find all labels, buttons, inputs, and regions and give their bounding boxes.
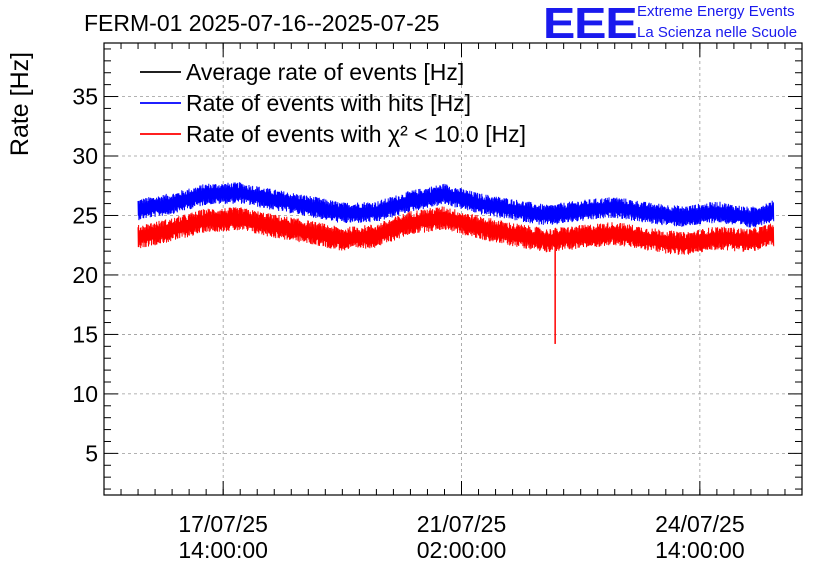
logo-line-1: Extreme Energy Events bbox=[637, 3, 795, 20]
y-axis-label: Rate [Hz] bbox=[6, 52, 34, 156]
y-tick-label: 5 bbox=[85, 440, 98, 466]
chart-title: FERM-01 2025-07-16--2025-07-25 bbox=[84, 10, 440, 36]
eee-logo: EEE bbox=[543, 0, 638, 48]
series-line-1 bbox=[137, 182, 775, 228]
x-tick-label-date: 21/07/25 bbox=[417, 511, 507, 537]
y-tick-label: 30 bbox=[72, 143, 98, 169]
x-tick-label-time: 14:00:00 bbox=[178, 537, 268, 563]
x-tick-label-date: 17/07/25 bbox=[178, 511, 268, 537]
x-tick-label-time: 14:00:00 bbox=[655, 537, 745, 563]
series-layer bbox=[137, 182, 775, 344]
x-tick-labels: 17/07/2514:00:0021/07/2502:00:0024/07/25… bbox=[178, 511, 744, 563]
y-tick-label: 15 bbox=[72, 321, 98, 347]
x-tick-label-time: 02:00:00 bbox=[417, 537, 507, 563]
legend: Average rate of events [Hz] Rate of event… bbox=[140, 59, 526, 147]
legend-label-2: Rate of events with χ² < 10.0 [Hz] bbox=[186, 121, 526, 147]
plot-frame bbox=[103, 42, 803, 496]
x-tick-label-date: 24/07/25 bbox=[655, 511, 745, 537]
axis-ticks bbox=[103, 43, 803, 495]
y-tick-label: 10 bbox=[72, 381, 98, 407]
y-tick-label: 20 bbox=[72, 262, 98, 288]
y-tick-label: 25 bbox=[72, 202, 98, 228]
legend-label-0: Average rate of events [Hz] bbox=[186, 59, 464, 85]
y-tick-label: 35 bbox=[72, 84, 98, 110]
series-line-2 bbox=[137, 206, 775, 255]
legend-label-1: Rate of events with hits [Hz] bbox=[186, 90, 471, 116]
logo-line-2: La Scienza nelle Scuole bbox=[637, 24, 798, 41]
y-tick-labels: 5 10 15 20 25 30 35 bbox=[72, 84, 98, 467]
